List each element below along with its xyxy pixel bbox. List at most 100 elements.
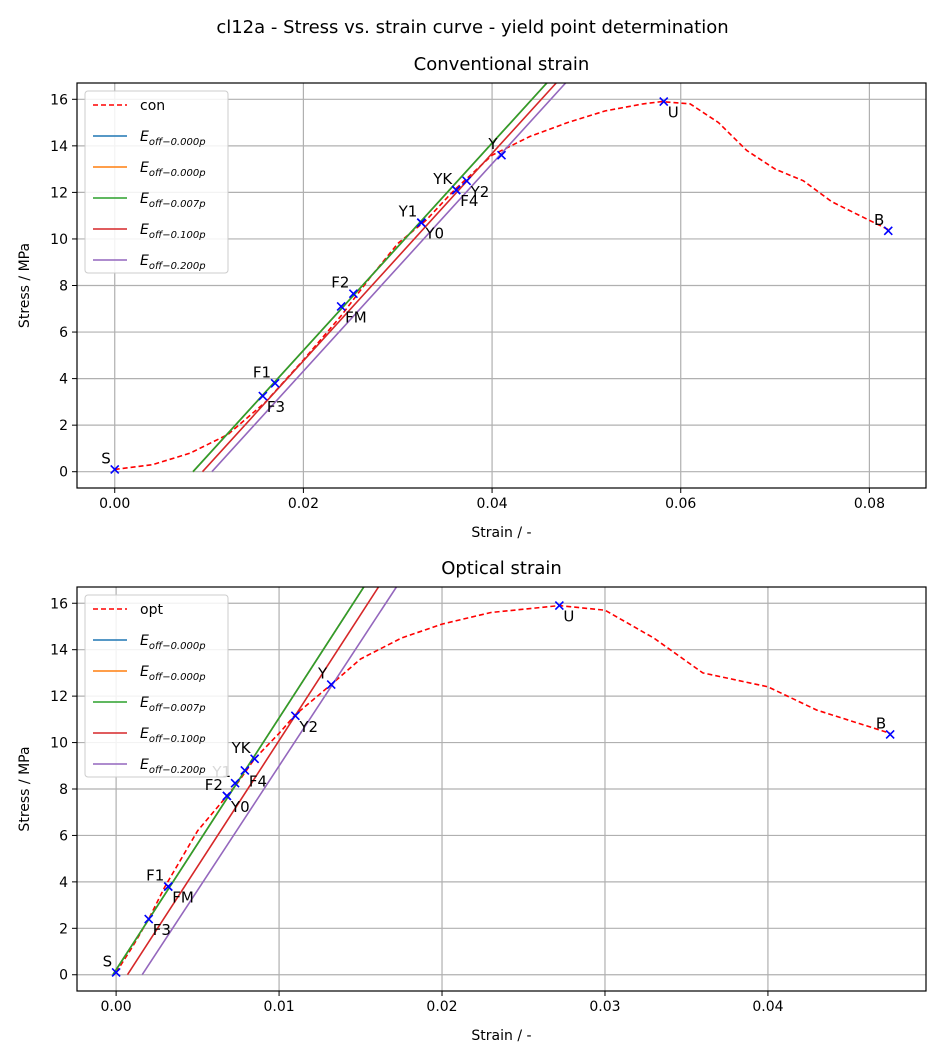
x-tick-label: 0.04 (476, 496, 507, 512)
point-label: U (668, 104, 679, 122)
point-label: Y (317, 665, 328, 683)
point-label: Y2 (470, 183, 490, 201)
x-tick-label: 0.08 (854, 496, 885, 512)
point-label: F2 (205, 776, 223, 794)
point-marker (348, 289, 358, 299)
x-tick-label: 0.00 (99, 496, 130, 512)
point-label: FM (172, 889, 194, 907)
x-tick-label: 0.04 (752, 999, 783, 1015)
series-offset-line (201, 83, 557, 473)
point-label: U (563, 608, 574, 626)
y-tick-label: 6 (59, 828, 68, 844)
plot-area (114, 83, 889, 473)
point-marker (110, 464, 120, 474)
legend-label: Eoff−0.007p (140, 695, 206, 714)
point-label: YK (231, 739, 252, 757)
legend-label: Eoff−0.000p (140, 129, 206, 148)
y-tick-label: 12 (50, 185, 68, 201)
y-tick-label: 12 (50, 689, 68, 705)
x-axis-label: Strain / - (471, 525, 531, 541)
point-label: F4 (460, 192, 478, 210)
point-label: FM (345, 308, 367, 326)
point-label: B (874, 211, 884, 229)
legend-label: Eoff−0.200p (140, 757, 206, 776)
y-tick-label: 2 (59, 921, 68, 937)
legend-label: Eoff−0.007p (140, 191, 206, 210)
point-label: S (101, 449, 111, 467)
point-marker (462, 176, 472, 186)
legend-label: Eoff−0.200p (140, 253, 206, 272)
point-label: F3 (153, 921, 171, 939)
legend-label: Eoff−0.000p (140, 160, 206, 179)
legend-box (84, 594, 229, 778)
y-tick-label: 10 (50, 736, 68, 752)
y-tick-label: 0 (59, 465, 68, 481)
series-offset-line (192, 83, 548, 473)
point-label: F4 (249, 772, 267, 790)
y-tick-label: 16 (50, 92, 68, 108)
point-label: Y2 (298, 718, 318, 736)
x-axis-label: Strain / - (471, 1028, 531, 1044)
point-marker (496, 150, 507, 160)
point-marker (326, 679, 336, 690)
x-tick-label: 0.00 (101, 999, 132, 1015)
point-label: F1 (253, 363, 271, 381)
x-tick-label: 0.03 (589, 999, 620, 1015)
y-tick-label: 6 (59, 325, 68, 341)
y-tick-label: 8 (59, 279, 68, 295)
point-marker (659, 97, 669, 107)
point-marker (885, 729, 895, 740)
point-marker (144, 914, 154, 924)
figure-title: cl12a - Stress vs. strain curve - yield … (216, 17, 729, 38)
point-marker (554, 601, 564, 611)
point-label: B (876, 714, 886, 732)
panel-title: Optical strain (441, 558, 562, 579)
point-marker (336, 301, 346, 312)
point-label: YK (432, 170, 453, 188)
point-label: F2 (331, 274, 349, 292)
y-tick-label: 8 (59, 782, 68, 798)
y-tick-label: 2 (59, 418, 68, 434)
legend-label: Eoff−0.000p (140, 633, 206, 652)
y-tick-label: 4 (59, 372, 68, 388)
point-marker (290, 711, 300, 721)
point-label: F3 (267, 398, 285, 416)
legend-label: opt (140, 602, 163, 618)
panel-title: Conventional strain (414, 54, 590, 75)
point-marker (222, 791, 232, 801)
point-marker (416, 218, 426, 228)
point-marker (451, 185, 461, 195)
y-axis-label: Stress / MPa (17, 243, 33, 328)
panel-optical: SF1FMF3F2Y0Y1YKF4Y2YUB0.000.010.020.030.… (17, 558, 927, 1044)
point-marker (270, 378, 280, 388)
y-tick-label: 0 (59, 968, 68, 984)
legend-label: con (140, 98, 165, 114)
point-marker (258, 391, 268, 401)
point-marker (230, 778, 240, 788)
x-tick-label: 0.06 (665, 496, 696, 512)
point-marker (883, 226, 893, 236)
y-tick-label: 10 (50, 232, 68, 248)
point-label: Y (487, 135, 498, 153)
legend: opt Eoff−0.000p Eoff−0.000p Eoff−0.007p Eoff… (84, 594, 229, 778)
point-marker (250, 754, 260, 764)
point-marker (111, 967, 121, 977)
point-label: Y0 (230, 798, 250, 816)
series-offset-line (211, 83, 567, 473)
series-offset-line (126, 587, 380, 976)
legend-label: Eoff−0.000p (140, 664, 206, 683)
legend-box (84, 90, 229, 274)
legend-label: Eoff−0.100p (140, 726, 206, 745)
x-tick-label: 0.02 (288, 496, 319, 512)
y-tick-label: 14 (50, 643, 68, 659)
x-tick-label: 0.02 (426, 999, 457, 1015)
point-marker (163, 881, 173, 892)
series-offset-line (141, 587, 398, 976)
y-tick-label: 14 (50, 139, 68, 155)
legend-label: Eoff−0.100p (140, 222, 206, 241)
point-label: Y0 (424, 225, 444, 243)
point-label: S (103, 952, 113, 970)
point-label: F1 (146, 867, 164, 885)
